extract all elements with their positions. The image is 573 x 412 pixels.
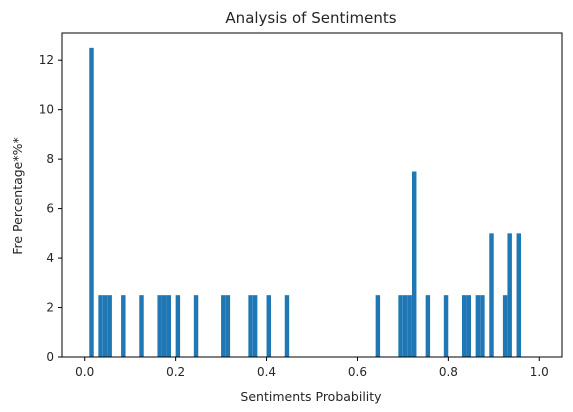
x-tick-label: 0.4 (257, 365, 276, 379)
x-axis-ticks: 0.0 0.2 0.4 0.6 0.8 1.0 (75, 357, 549, 379)
histogram-bar (102, 295, 108, 357)
chart-title: Analysis of Sentiments (225, 9, 396, 27)
y-tick-label: 12 (39, 53, 54, 67)
y-axis-label: Fre Percentage*%* (10, 137, 25, 255)
histogram-bar (139, 295, 144, 357)
histogram-bar (407, 295, 412, 357)
histogram-bar (402, 295, 408, 357)
y-tick-label: 10 (39, 103, 54, 117)
y-axis-ticks: 0 2 4 6 8 10 12 (39, 53, 62, 364)
histogram-bar (121, 295, 126, 357)
histogram-bar (266, 295, 271, 357)
histogram-bar (489, 233, 494, 357)
histogram-bar (462, 295, 467, 357)
histogram-bar (466, 295, 471, 357)
x-tick-label: 0.6 (348, 365, 367, 379)
plot-frame (61, 32, 563, 358)
x-tick-label: 0.2 (166, 365, 185, 379)
histogram-bar (157, 295, 162, 357)
histogram-bar (225, 295, 231, 357)
histogram-bar (89, 47, 94, 358)
histogram-bar (166, 295, 171, 357)
bars (89, 47, 521, 358)
histogram-bar (175, 295, 181, 357)
histogram-bar (480, 295, 485, 357)
histogram-bar (398, 295, 403, 357)
histogram-bar (507, 233, 512, 357)
y-tick-label: 2 (46, 301, 54, 315)
histogram-bar (248, 295, 253, 357)
histogram-bar (443, 295, 449, 357)
histogram-bar (193, 295, 199, 357)
histogram-bar (375, 295, 381, 357)
histogram-bar (412, 171, 417, 357)
y-tick-label: 6 (46, 202, 54, 216)
x-axis-label: Sentiments Probability (240, 389, 382, 404)
histogram-bar (502, 295, 508, 357)
histogram-bar (475, 295, 481, 357)
histogram-bar (107, 295, 112, 357)
y-tick-label: 8 (46, 152, 54, 166)
histogram-bar (162, 295, 167, 357)
x-tick-label: 0.0 (75, 365, 94, 379)
y-tick-label: 0 (46, 350, 54, 364)
histogram-bar (221, 295, 226, 357)
histogram-bar (98, 295, 103, 357)
histogram-bar (516, 233, 521, 357)
histogram-bar (425, 295, 431, 357)
histogram-bar (284, 295, 290, 357)
x-tick-label: 0.8 (439, 365, 458, 379)
x-tick-label: 1.0 (530, 365, 549, 379)
histogram-bar (252, 295, 258, 357)
y-tick-label: 4 (46, 251, 54, 265)
